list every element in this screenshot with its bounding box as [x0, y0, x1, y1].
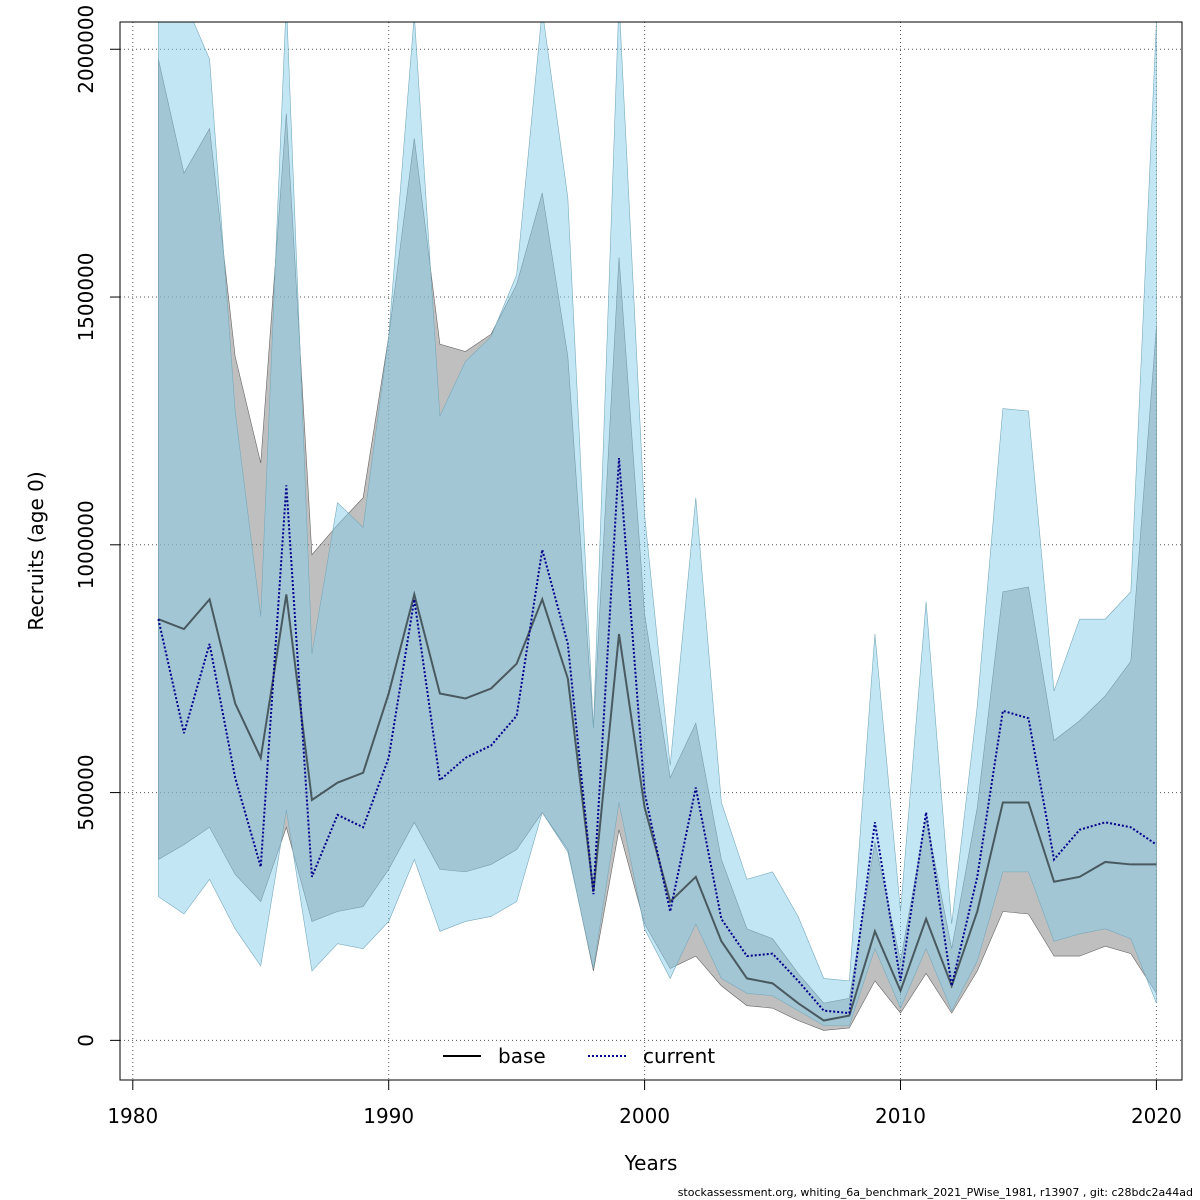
confidence-bands	[158, 22, 1157, 1031]
x-tick-label: 2000	[619, 1104, 670, 1128]
footer-credit: stockassessment.org, whiting_6a_benchmar…	[678, 1186, 1193, 1199]
series-lines	[157, 458, 1157, 1022]
x-tick-label: 1980	[107, 1104, 158, 1128]
legend-current-label: current	[643, 1044, 715, 1068]
x-axis: 1980 1990 2000 2010 2020	[107, 1079, 1182, 1128]
y-axis: 0 500000 1000000 1500000 2000000	[74, 5, 120, 1047]
y-tick-label: 1000000	[74, 500, 98, 589]
legend: base current	[443, 1044, 715, 1068]
y-tick-label: 1500000	[74, 252, 98, 341]
x-tick-label: 1990	[363, 1104, 414, 1128]
x-tick-label: 2020	[1131, 1104, 1182, 1128]
band-current	[158, 22, 1157, 1026]
x-axis-title: Years	[624, 1151, 678, 1175]
line-current	[157, 458, 1157, 1015]
x-tick-label: 2010	[875, 1104, 926, 1128]
y-tick-label: 500000	[74, 754, 98, 830]
y-tick-label: 2000000	[74, 5, 98, 94]
y-tick-label: 0	[74, 1034, 98, 1047]
y-axis-title: Recruits (age 0)	[24, 471, 48, 630]
legend-base-label: base	[498, 1044, 546, 1068]
